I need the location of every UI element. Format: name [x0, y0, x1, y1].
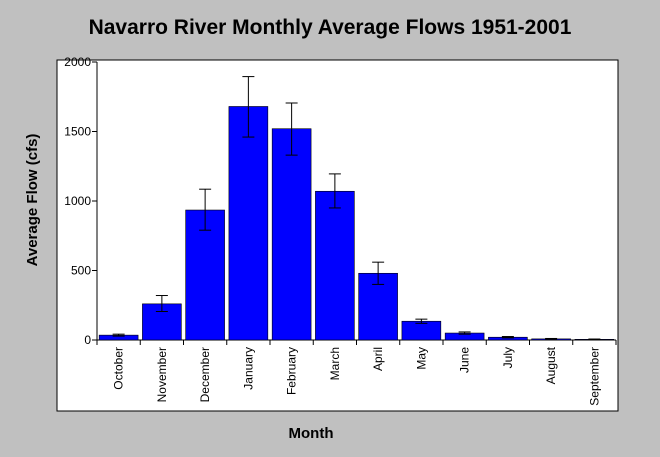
bar-may [401, 320, 442, 341]
bar-february [271, 128, 312, 341]
x-axis-title: Month [289, 425, 334, 442]
y-tick-label: 1000 [64, 194, 91, 208]
x-tick-label-october: October [112, 347, 126, 390]
x-tick-label-january: January [241, 347, 255, 390]
bar-march [315, 190, 355, 341]
x-tick-label-december: December [198, 347, 212, 402]
bars-group [98, 76, 615, 341]
bar-december [185, 209, 225, 341]
y-tick-label: 1500 [64, 125, 91, 139]
x-ticks-group: October November December January February Ma… [96, 340, 617, 406]
y-tick-label: 500 [71, 264, 91, 278]
bar-january [228, 106, 269, 341]
x-tick-label-august: August [544, 346, 558, 384]
y-axis-title: Average Flow (cfs) [24, 134, 41, 267]
y-ticks-group: 0 500 1000 1500 2000 [64, 55, 97, 347]
y-tick-label: 0 [84, 333, 91, 347]
x-tick-label-september: September [587, 347, 601, 406]
x-tick-label-june: June [458, 347, 472, 373]
x-tick-label-may: May [414, 347, 428, 370]
chart-title: Navarro River Monthly Average Flows 1951… [89, 16, 572, 39]
x-tick-label-february: February [285, 347, 299, 395]
x-tick-label-march: March [328, 347, 342, 380]
x-tick-label-april: April [371, 347, 385, 371]
x-tick-label-july: July [501, 347, 515, 368]
y-tick-label: 2000 [64, 55, 91, 69]
x-tick-label-november: November [155, 347, 169, 402]
